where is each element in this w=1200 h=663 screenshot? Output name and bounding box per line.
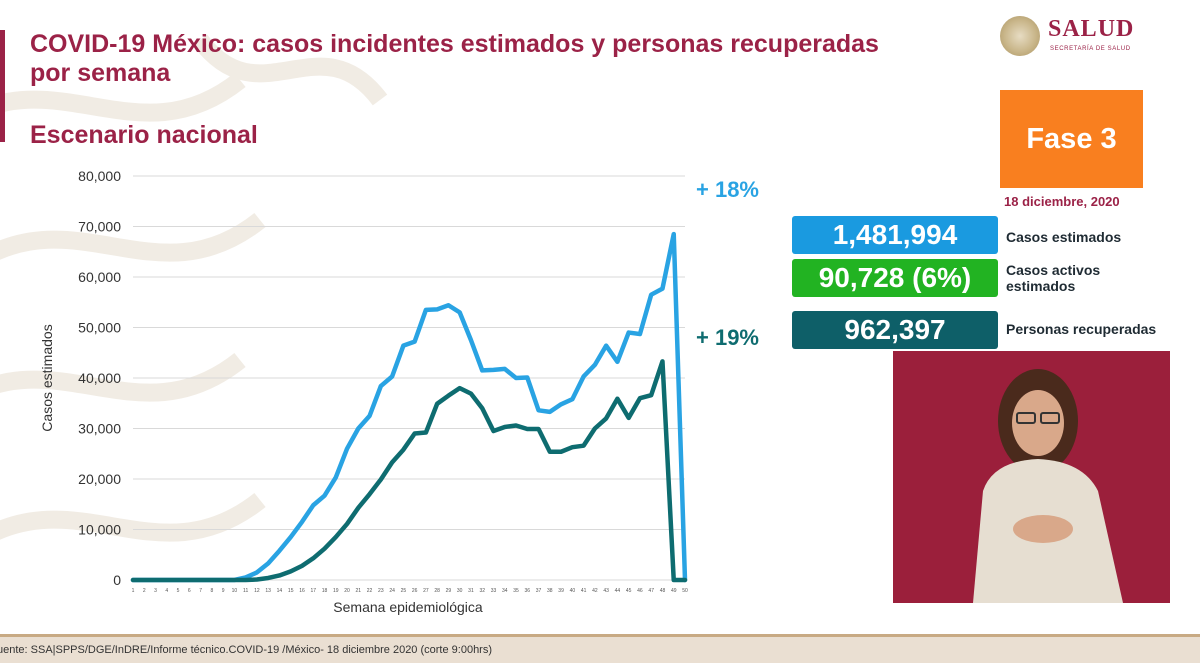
y-tick-label: 60,000 xyxy=(78,269,121,285)
x-axis-label: Semana epidemiológica xyxy=(333,599,483,615)
x-tick-label: 13 xyxy=(265,588,271,594)
x-tick-label: 35 xyxy=(513,588,519,594)
x-tick-label: 17 xyxy=(310,588,316,594)
source-footer: uente: SSA|SPPS/DGE/InDRE/Informe técnic… xyxy=(0,634,1200,663)
x-tick-label: 29 xyxy=(446,588,452,594)
y-tick-label: 70,000 xyxy=(78,219,121,235)
chart-grid xyxy=(133,175,685,581)
x-tick-label: 49 xyxy=(671,588,677,594)
phase-badge: Fase 3 xyxy=(1000,90,1143,188)
estimated-cases-label: Casos estimados xyxy=(1006,229,1122,245)
y-tick-label: 10,000 xyxy=(78,522,121,538)
y-tick-label: 30,000 xyxy=(78,421,121,437)
x-tick-label: 38 xyxy=(547,588,553,594)
x-tick-label: 30 xyxy=(457,588,463,594)
recovered-label: Personas recuperadas xyxy=(1006,321,1157,337)
sign-language-interpreter-video xyxy=(893,351,1170,603)
x-tick-label: 25 xyxy=(401,588,407,594)
cases-line-chart: 0 10,000 20,000 30,000 40,000 50,000 60,000 70,… xyxy=(39,168,759,615)
x-tick-label: 10 xyxy=(232,588,238,594)
x-tick-label: 28 xyxy=(434,588,440,594)
y-axis-label: Casos estimados xyxy=(39,324,55,431)
logo-subtitle: SECRETARÍA DE SALUD xyxy=(1050,46,1131,52)
x-tick-label: 23 xyxy=(378,588,384,594)
x-tick-label: 21 xyxy=(356,588,362,594)
estimated-cases-value: 1,481,994 xyxy=(792,216,998,254)
chart-annotations: + 18% + 19% xyxy=(696,177,759,350)
x-tick-label: 27 xyxy=(423,588,429,594)
x-tick-label: 3 xyxy=(154,588,157,594)
x-tick-label: 16 xyxy=(299,588,305,594)
chart-series xyxy=(130,231,688,583)
x-tick-label: 22 xyxy=(367,588,373,594)
x-tick-label: 46 xyxy=(637,588,643,594)
x-tick-label: 18 xyxy=(322,588,328,594)
x-tick-label: 41 xyxy=(581,588,587,594)
x-tick-label: 44 xyxy=(615,588,621,594)
y-axis-ticks: 0 10,000 20,000 30,000 40,000 50,000 60,000 70,… xyxy=(78,168,121,588)
page-title: COVID-19 México: casos incidentes estima… xyxy=(30,30,879,87)
x-tick-label: 45 xyxy=(626,588,632,594)
series-line-1 xyxy=(130,231,688,583)
x-tick-label: 32 xyxy=(479,588,485,594)
x-tick-label: 48 xyxy=(660,588,666,594)
active-cases-label: Casos activos estimados xyxy=(1006,262,1101,294)
x-tick-label: 4 xyxy=(165,588,168,594)
x-tick-label: 33 xyxy=(491,588,497,594)
source-text: uente: SSA|SPPS/DGE/InDRE/Informe técnic… xyxy=(0,644,493,656)
x-tick-label: 34 xyxy=(502,588,508,594)
x-tick-label: 15 xyxy=(288,588,294,594)
x-tick-label: 26 xyxy=(412,588,418,594)
page-subtitle: Escenario nacional xyxy=(30,121,258,149)
x-tick-label: 42 xyxy=(592,588,598,594)
logo-name: SALUD xyxy=(1048,16,1135,42)
x-tick-label: 36 xyxy=(525,588,531,594)
x-axis-ticks: 1 2 3 4 5 6 7 8 9 10 11 12 13 14 15 16 17 18 19 20 21 22 23 24 2… xyxy=(132,588,688,594)
title-accent-bar xyxy=(0,30,5,142)
x-tick-label: 31 xyxy=(468,588,474,594)
x-tick-label: 14 xyxy=(277,588,283,594)
coat-of-arms-icon xyxy=(1000,16,1040,56)
y-tick-label: 80,000 xyxy=(78,168,121,184)
y-tick-label: 50,000 xyxy=(78,320,121,336)
series-line-2 xyxy=(130,359,688,583)
recovered-value: 962,397 xyxy=(792,311,998,349)
x-tick-label: 47 xyxy=(648,588,654,594)
x-tick-label: 11 xyxy=(243,588,248,594)
x-tick-label: 40 xyxy=(570,588,576,594)
report-date: 18 diciembre, 2020 xyxy=(1004,194,1120,209)
x-tick-label: 50 xyxy=(682,588,688,594)
y-tick-label: 40,000 xyxy=(78,370,121,386)
salud-logo: SALUD SECRETARÍA DE SALUD xyxy=(1000,14,1150,64)
y-tick-label: 0 xyxy=(113,572,121,588)
x-tick-label: 19 xyxy=(333,588,339,594)
x-tick-label: 2 xyxy=(143,588,146,594)
x-tick-label: 7 xyxy=(199,588,202,594)
x-tick-label: 6 xyxy=(188,588,191,594)
x-tick-label: 37 xyxy=(536,588,542,594)
x-tick-label: 20 xyxy=(344,588,350,594)
series-annotation-1: + 18% xyxy=(696,177,759,202)
x-tick-label: 5 xyxy=(177,588,180,594)
series-annotation-2: + 19% xyxy=(696,325,759,350)
x-tick-label: 1 xyxy=(132,588,135,594)
interpreter-figure xyxy=(973,369,1123,603)
x-tick-label: 24 xyxy=(389,588,395,594)
y-tick-label: 20,000 xyxy=(78,471,121,487)
active-cases-value: 90,728 (6%) xyxy=(792,259,998,297)
x-tick-label: 43 xyxy=(603,588,609,594)
x-tick-label: 39 xyxy=(558,588,564,594)
x-tick-label: 9 xyxy=(222,588,225,594)
x-tick-label: 12 xyxy=(254,588,260,594)
x-tick-label: 8 xyxy=(210,588,213,594)
